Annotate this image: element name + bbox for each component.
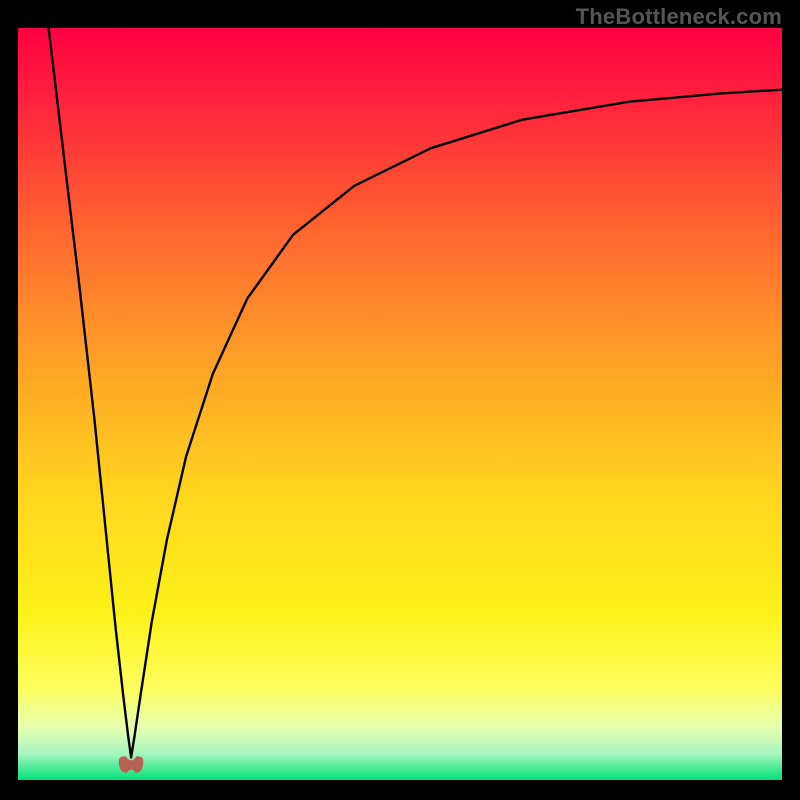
watermark-text: TheBottleneck.com [576,4,782,30]
gradient-background [18,28,782,780]
chart-svg [18,28,782,780]
chart-frame: TheBottleneck.com [0,0,800,800]
bottleneck-chart [18,28,782,780]
